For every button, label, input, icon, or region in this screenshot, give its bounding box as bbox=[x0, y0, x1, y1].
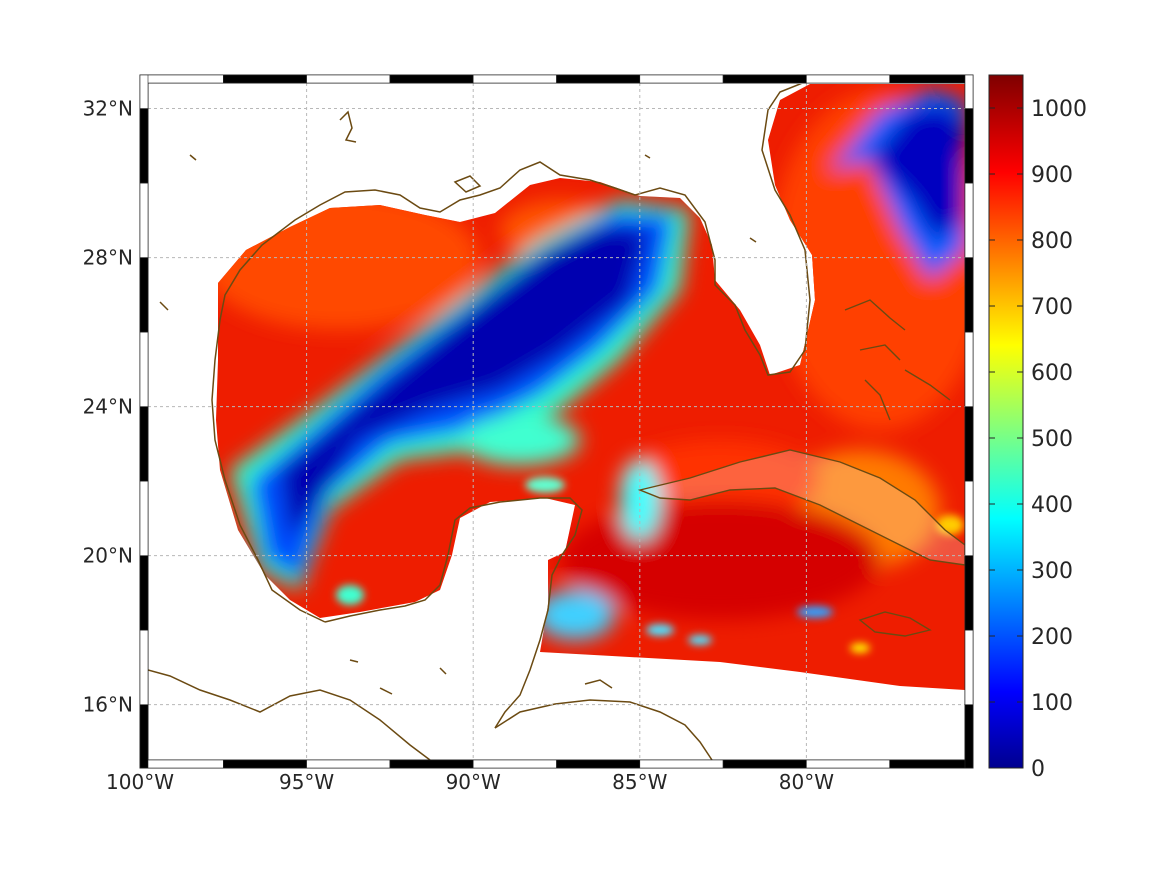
colorbar-tick-label: 100 bbox=[1031, 691, 1073, 716]
frame-segment-top bbox=[139, 74, 224, 84]
colorbar-tick-label: 0 bbox=[1031, 757, 1045, 782]
frame-segment-bottom bbox=[722, 759, 807, 769]
frame-segment-bottom bbox=[806, 759, 891, 769]
colorbar bbox=[988, 74, 1024, 769]
frame-segment-bottom bbox=[889, 759, 974, 769]
frame-segment-bottom bbox=[139, 759, 224, 769]
colorbar-tick-label: 500 bbox=[1031, 427, 1073, 452]
frame-segment-top bbox=[806, 74, 891, 84]
coastlines bbox=[148, 84, 811, 760]
colorbar-tick-label: 200 bbox=[1031, 625, 1073, 650]
frame-segment-right bbox=[964, 331, 974, 407]
lon-tick-label: 100°W bbox=[106, 770, 174, 794]
frame-segment-right bbox=[964, 182, 974, 258]
lat-tick-labels: 16°N 20°N 24°N 28°N 32°N bbox=[83, 97, 133, 717]
lat-tick-label: 28°N bbox=[83, 246, 133, 270]
frame-segment-right bbox=[964, 108, 974, 184]
lon-tick-label: 95°W bbox=[279, 770, 334, 794]
colorbar-tick-label: 400 bbox=[1031, 493, 1073, 518]
land-masses bbox=[637, 299, 965, 637]
colorbar-tick-label: 800 bbox=[1031, 229, 1073, 254]
frame-segment-top bbox=[472, 74, 557, 84]
lat-tick-label: 16°N bbox=[83, 693, 133, 717]
frame-segment-right bbox=[964, 406, 974, 482]
lon-tick-labels: 100°W 95°W 90°W 85°W 80°W bbox=[106, 770, 834, 794]
colorbar-tick-label: 300 bbox=[1031, 559, 1073, 584]
frame-segment-bottom bbox=[472, 759, 557, 769]
frame-segment-top bbox=[223, 74, 307, 84]
frame-segment-bottom bbox=[556, 759, 641, 769]
frame-segment-left bbox=[139, 704, 149, 769]
frame-segment-top bbox=[722, 74, 807, 84]
frame-segment-right bbox=[964, 480, 974, 556]
lon-tick-label: 90°W bbox=[446, 770, 501, 794]
colorbar-tick-label: 600 bbox=[1031, 361, 1073, 386]
frame-segment-left bbox=[139, 257, 149, 333]
colorbar-tick-label: 700 bbox=[1031, 295, 1073, 320]
lat-tick-label: 20°N bbox=[83, 544, 133, 568]
frame-segment-left bbox=[139, 480, 149, 556]
frame-segment-left bbox=[139, 74, 149, 109]
frame-segment-right bbox=[964, 555, 974, 631]
frame-segment-bottom bbox=[389, 759, 474, 769]
frame-segment-top bbox=[556, 74, 641, 84]
colorbar-tick-label: 900 bbox=[1031, 163, 1073, 188]
frame-segment-left bbox=[139, 555, 149, 631]
frame-segment-left bbox=[139, 331, 149, 407]
map-frame bbox=[139, 74, 974, 769]
lon-tick-label: 85°W bbox=[612, 770, 667, 794]
frame-segment-right bbox=[964, 704, 974, 769]
lat-tick-label: 32°N bbox=[83, 97, 133, 121]
frame-segment-bottom bbox=[223, 759, 307, 769]
frame-segment-bottom bbox=[639, 759, 724, 769]
lat-tick-label: 24°N bbox=[83, 395, 133, 419]
frame-segment-bottom bbox=[306, 759, 391, 769]
frame-segment-right bbox=[964, 257, 974, 333]
frame-segment-top bbox=[889, 74, 974, 84]
data-field bbox=[216, 84, 965, 690]
frame-segment-left bbox=[139, 108, 149, 184]
frame-segment-left bbox=[139, 629, 149, 705]
frame-segment-right bbox=[964, 74, 974, 109]
frame-segment-left bbox=[139, 406, 149, 482]
frame-segment-top bbox=[639, 74, 724, 84]
colorbar-tick-label: 1000 bbox=[1031, 97, 1087, 122]
frame-segment-top bbox=[306, 74, 391, 84]
frame-segment-right bbox=[964, 629, 974, 705]
frame-segment-top bbox=[389, 74, 474, 84]
frame-segment-left bbox=[139, 182, 149, 258]
lon-tick-label: 80°W bbox=[779, 770, 834, 794]
colorbar-ticks: 0 100 200 300 400 500 600 700 800 900 1000 bbox=[989, 97, 1087, 782]
